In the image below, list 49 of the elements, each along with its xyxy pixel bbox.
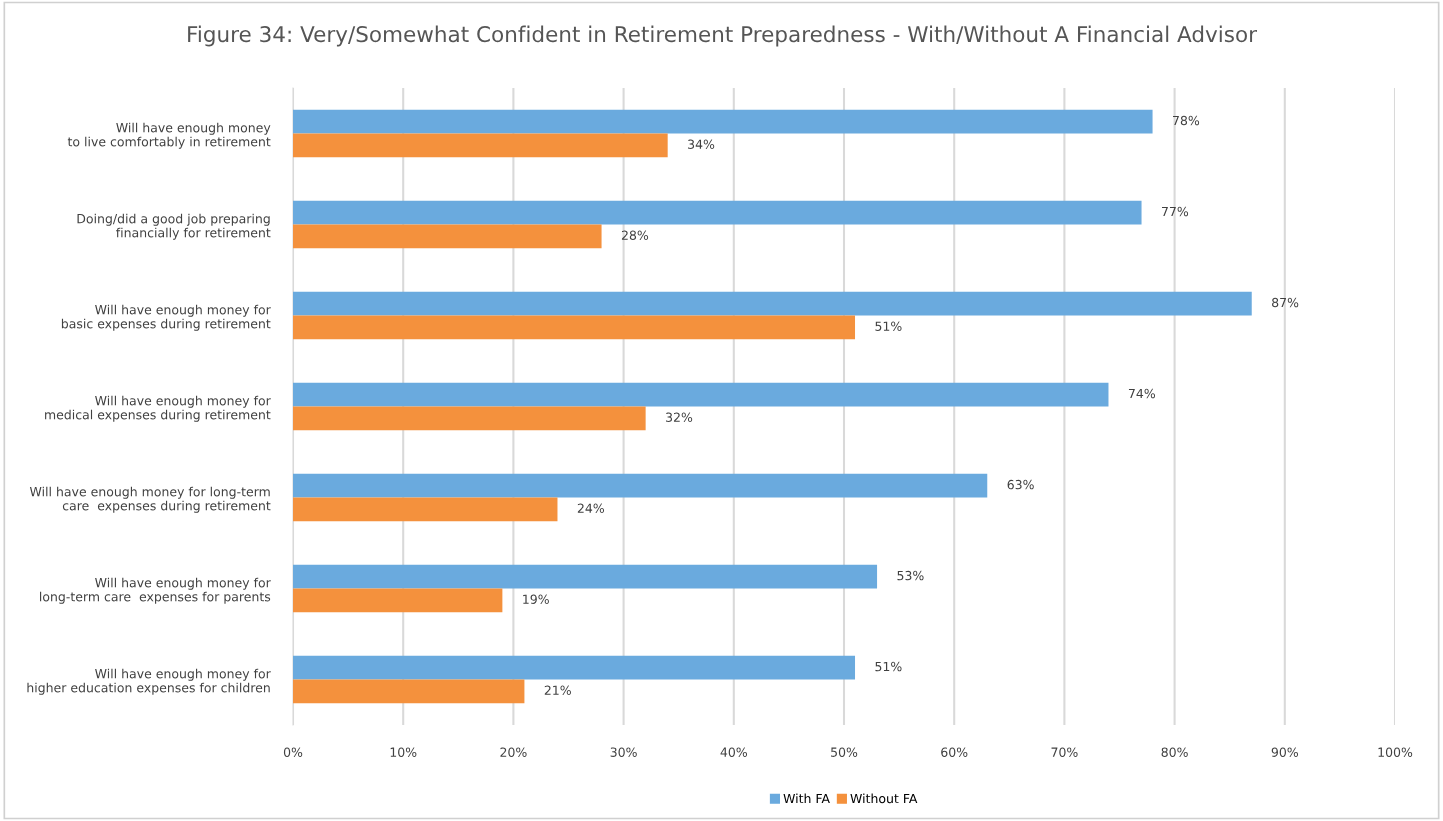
bar: [293, 224, 602, 249]
data-label: 19%: [523, 594, 549, 604]
data-label: 28%: [621, 230, 649, 240]
x-tick-label: 20%: [500, 747, 527, 757]
bar: [293, 315, 856, 340]
data-label: 34%: [688, 139, 715, 149]
bar: [293, 473, 988, 498]
y-tick-label: Will have enough money for long-term care expenses for parents: [40, 577, 271, 604]
bar: [293, 109, 1153, 134]
data-label: 63%: [1007, 479, 1034, 490]
bar: [293, 564, 878, 589]
bar: [293, 679, 525, 704]
bar: [293, 588, 503, 613]
x-tick-label: 100%: [1378, 747, 1413, 757]
y-tick-label: Will have enough money for long-term care expenses during retirement: [29, 486, 271, 513]
x-tick-label: 30%: [610, 747, 637, 757]
y-tick-label: Will have enough money for basic expenses during retirement: [61, 304, 271, 331]
bar: [293, 291, 1252, 316]
legend-label: With FA: [783, 793, 830, 804]
y-tick-label: Doing/did a good job preparing financially for retirement: [77, 213, 271, 240]
data-label: 24%: [577, 503, 605, 513]
bar: [293, 406, 646, 431]
x-tick-label: 40%: [720, 747, 747, 757]
x-tick-label: 90%: [1271, 747, 1298, 757]
x-tick-label: 50%: [831, 747, 858, 757]
data-label: 74%: [1128, 388, 1156, 399]
x-tick-label: 0%: [283, 747, 303, 757]
x-tick-label: 80%: [1161, 747, 1188, 757]
legend-label: Without FA: [850, 793, 918, 804]
y-tick-label: Will have enough money for medical expenses during retirement: [45, 395, 271, 422]
data-label: 21%: [544, 685, 571, 695]
data-label: 77%: [1162, 206, 1189, 217]
data-label: 32%: [666, 412, 693, 422]
y-tick-label: Will have enough money to live comfortably in retirement: [67, 122, 271, 149]
x-tick-label: 60%: [941, 747, 968, 757]
chart-title: Figure 34: Very/Somewhat Confident in Retirement Preparedness - With/Without A Financial Advisor: [188, 25, 1257, 47]
bar: [293, 655, 856, 680]
data-label: 78%: [1173, 115, 1200, 126]
data-label: 51%: [875, 321, 902, 331]
x-tick-label: 70%: [1051, 747, 1078, 757]
bar: [293, 133, 668, 158]
data-label: 53%: [897, 570, 924, 581]
y-tick-label: Will have enough money for higher education expenses for children: [27, 668, 271, 695]
bar: [293, 497, 558, 522]
bar: [293, 200, 1142, 225]
data-label: 87%: [1272, 297, 1299, 308]
bar: [293, 382, 1109, 407]
data-label: 51%: [875, 661, 902, 672]
x-tick-label: 10%: [390, 747, 417, 757]
